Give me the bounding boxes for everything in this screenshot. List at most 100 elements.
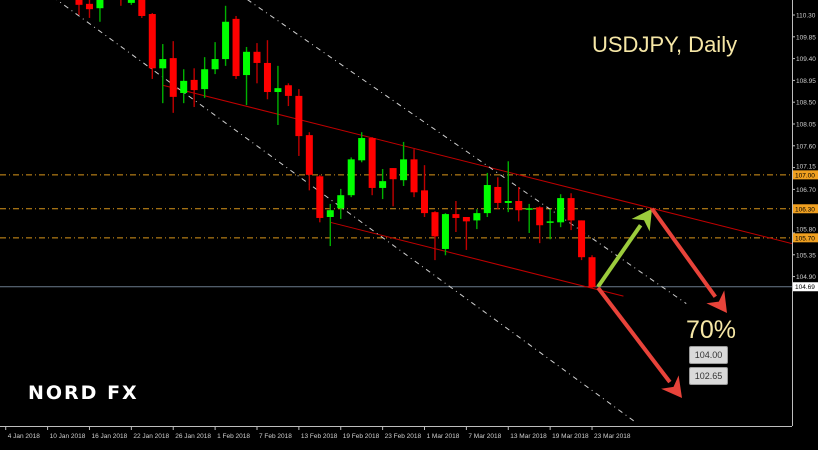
arrow-up-icon-shaft [596, 224, 643, 288]
trend-line [162, 84, 792, 245]
axes: 110.30 109.85 109.40 108.95 108.50 108.05 107.… [0, 0, 818, 440]
candle-body-up [222, 21, 230, 60]
candle [578, 220, 586, 261]
x-tick-label: 1 Feb 2018 [217, 433, 250, 440]
level-price-tag: 105.70 [795, 235, 815, 242]
x-tick-label: 4 Jan 2018 [8, 433, 41, 440]
arrow-down-icon [596, 286, 682, 398]
candle [557, 194, 565, 228]
candle-body-down [284, 85, 292, 96]
candle [159, 44, 167, 104]
candle-body-down [515, 201, 523, 211]
y-tick-label: 109.40 [796, 56, 816, 63]
candle-body-down [368, 138, 376, 188]
level-price-tag: 106.30 [795, 206, 815, 213]
candle-body-down [190, 79, 198, 91]
candle-body-down [169, 58, 177, 97]
x-tick-label: 1 Mar 2018 [427, 433, 460, 440]
chart-title: USDJPY, Daily [592, 32, 738, 57]
candle [494, 177, 502, 210]
candle-body-down [295, 95, 303, 137]
candle [410, 149, 418, 198]
candle-body-down [588, 257, 596, 288]
candle [536, 206, 544, 244]
x-tick-label: 10 Jan 2018 [50, 433, 86, 440]
candle [284, 83, 292, 107]
y-tick-label: 109.85 [796, 34, 816, 41]
candle [400, 141, 408, 186]
candle [358, 132, 366, 163]
candle-body-up [326, 210, 334, 217]
candle [295, 89, 303, 156]
arrow-down-icon-shaft [596, 286, 672, 384]
forecast-probability: 70% [686, 316, 737, 344]
candle [222, 5, 230, 66]
candle-body-up [127, 0, 135, 3]
x-tick-label: 13 Feb 2018 [301, 433, 338, 440]
x-tick-label: 23 Mar 2018 [594, 433, 631, 440]
candle [316, 174, 324, 223]
arrow-down-icon-shaft [650, 207, 717, 298]
candle-body-up [525, 208, 533, 210]
candle [201, 57, 209, 98]
y-tick-label: 108.50 [796, 100, 816, 107]
annotation-lines [0, 0, 792, 422]
y-tick-label: 105.35 [796, 252, 816, 259]
x-tick-label: 19 Feb 2018 [343, 433, 380, 440]
y-tick-label: 104.90 [796, 274, 816, 281]
candle-body-down [148, 14, 156, 69]
candle-body-down [421, 190, 429, 214]
candle-body-down [567, 198, 575, 221]
x-tick-label: 23 Feb 2018 [385, 433, 422, 440]
x-tick-label: 16 Jan 2018 [91, 433, 127, 440]
candle-body-up [201, 69, 209, 90]
candle-body-down [305, 135, 313, 175]
candle-body-down [389, 168, 397, 180]
candle [473, 209, 481, 230]
arrow-up-icon-head [631, 208, 652, 232]
candle [483, 172, 491, 217]
candle [567, 193, 575, 231]
candle [75, 0, 83, 15]
candle-body-up [400, 159, 408, 181]
candle-body-up [473, 213, 481, 221]
candle [263, 40, 271, 100]
candle [368, 137, 376, 196]
y-tick-label: 108.95 [796, 78, 816, 85]
x-tick-label: 26 Jan 2018 [175, 433, 211, 440]
candle [504, 161, 512, 213]
candle-body-up [504, 201, 512, 203]
target-price-1: 104.00 [689, 346, 728, 364]
level-price-tag: 107.00 [795, 172, 815, 179]
candles [75, 0, 596, 289]
candle [96, 0, 104, 22]
candle-body-up [441, 214, 449, 249]
candle-body-down [536, 207, 544, 226]
channel-dashed-line [247, 0, 687, 304]
candle-body-down [263, 62, 271, 93]
x-tick-label: 7 Mar 2018 [468, 433, 501, 440]
candle [421, 165, 429, 217]
candle [431, 211, 439, 261]
candle [546, 209, 554, 240]
candle [588, 255, 596, 289]
candle [452, 201, 460, 233]
y-tick-label: 110.30 [796, 13, 816, 20]
candle-body-down [316, 176, 324, 218]
candle-body-down [85, 3, 93, 10]
candle [232, 15, 240, 79]
last-price-tag: 104.69 [795, 284, 815, 291]
x-tick-label: 13 Mar 2018 [510, 433, 547, 440]
level-price-tag-bg [793, 170, 818, 180]
candle-body-down [462, 216, 470, 222]
candle-body-down [578, 220, 586, 258]
last-price-tag-bg [793, 282, 818, 292]
y-tick-label: 108.05 [796, 121, 816, 128]
candle [337, 188, 345, 219]
candle-body-up [243, 51, 251, 76]
candle-body-up [274, 88, 282, 93]
candle-body-up [96, 0, 104, 9]
candle [525, 203, 533, 233]
candle-body-down [75, 0, 83, 5]
